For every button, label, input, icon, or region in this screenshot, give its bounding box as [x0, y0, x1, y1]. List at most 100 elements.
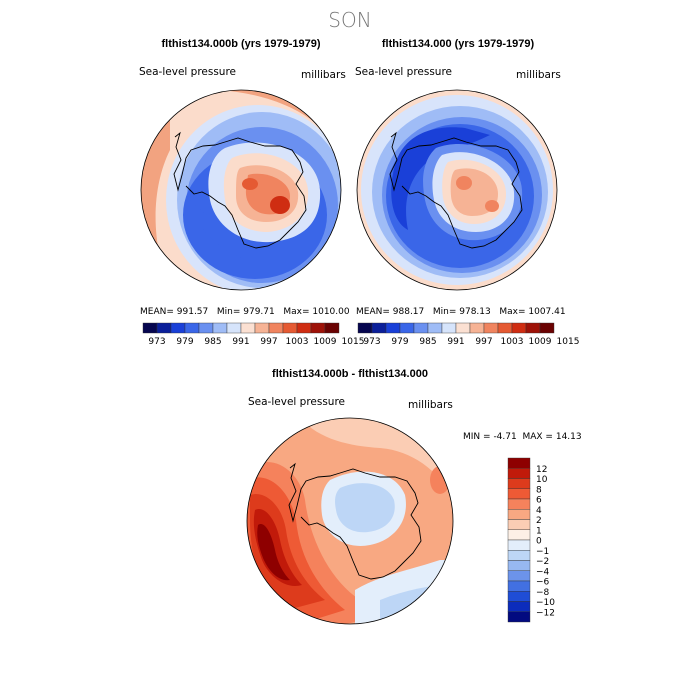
colorbar-1: 973 979 985 991 997 1003 1009 1015	[142, 322, 365, 347]
panel-3-min-label: MIN =	[463, 432, 491, 442]
map-1-field-trough	[190, 200, 311, 265]
panel-3-title: flthist134.000b - flthist134.000	[272, 368, 428, 380]
colorbar-2-tick-label: 1003	[501, 337, 524, 347]
panel-2-variable: Sea-level pressure	[355, 66, 453, 78]
colorbar-1-swatch	[142, 322, 158, 334]
colorbar-3-swatch	[507, 611, 531, 623]
colorbar-2-tick-label: 997	[475, 337, 492, 347]
panel-2-min: 978.13	[459, 307, 491, 317]
map-3-field-negative	[335, 483, 395, 533]
colorbar-3-swatch	[507, 560, 531, 571]
colorbar-3-tick-label: 10	[536, 475, 548, 485]
colorbar-2: 973 979 985 991 997 1003 1009 1015	[357, 322, 580, 347]
colorbar-3-tick-label: −8	[536, 588, 550, 598]
colorbar-1-tick-label: 985	[204, 337, 221, 347]
colorbar-2-swatch	[427, 322, 443, 334]
map-2-field-peak	[485, 200, 499, 212]
colorbar-3-tick-label: 12	[536, 465, 547, 475]
colorbar-2-swatch	[371, 322, 387, 334]
panel-1-mean: 991.57	[176, 307, 209, 317]
colorbar-1-tick-label: 973	[148, 337, 165, 347]
panel-2-max: 1007.41	[528, 307, 566, 317]
colorbar-1-swatch	[324, 322, 340, 334]
colorbar-1-swatch	[226, 322, 242, 334]
colorbar-1-swatch	[296, 322, 312, 334]
colorbar-1-swatch	[156, 322, 172, 334]
panel-1-units: millibars	[301, 69, 346, 81]
colorbar-3-swatch	[507, 519, 531, 530]
colorbar-1-tick-label: 991	[232, 337, 249, 347]
colorbar-1-swatch	[268, 322, 284, 334]
colorbar-3-tick-label: −4	[536, 567, 550, 577]
colorbar-1-swatch	[310, 322, 326, 334]
panel-3-variable: Sea-level pressure	[248, 396, 346, 408]
map-3-border	[246, 417, 454, 625]
colorbar-3-swatch	[507, 498, 531, 510]
map-2-border	[356, 89, 558, 291]
colorbar-3-tick-label: −1	[536, 547, 549, 557]
map-2-field-trough	[391, 127, 490, 230]
colorbar-2-tick-label: 985	[419, 337, 436, 347]
colorbar-2-swatch	[525, 322, 541, 334]
colorbar-3-swatch	[507, 580, 531, 592]
panel-3-units: millibars	[408, 399, 453, 411]
colorbar-3-swatch	[507, 601, 531, 612]
colorbar-3-tick-label: 4	[536, 506, 542, 516]
map-3-field-max	[257, 524, 290, 581]
colorbar-3-swatch	[507, 478, 531, 489]
panel-2-mean: 988.17	[392, 307, 425, 317]
colorbar-3-tick-label: −6	[536, 578, 550, 588]
panel-1-max: 1010.00	[312, 307, 350, 317]
colorbar-2-tick-label: 1015	[557, 337, 580, 347]
map-1-coastline	[173, 131, 307, 249]
colorbar-2-tick-label: 973	[363, 337, 380, 347]
panel-2-mean-label: MEAN=	[356, 307, 390, 317]
map-1-field-peak	[242, 178, 258, 190]
colorbar-2-swatch	[357, 322, 373, 334]
colorbar-1-swatch	[184, 322, 200, 334]
colorbar-1-tick-label: 1003	[286, 337, 309, 347]
colorbar-2-swatch	[469, 322, 485, 334]
colorbar-3-swatch	[507, 509, 531, 520]
panel-2-title: flthist134.000 (yrs 1979-1979)	[381, 38, 535, 50]
panel-2-units: millibars	[516, 69, 561, 81]
colorbar-1-swatch	[282, 322, 298, 334]
panel-1-stats: MEAN= 991.57 Min= 979.71 Max= 1010.00	[140, 307, 350, 317]
colorbar-3-tick-label: 2	[536, 516, 542, 526]
colorbar-3-swatch	[507, 539, 531, 551]
colorbar-2-swatch	[511, 322, 527, 334]
colorbar-1-tick-label: 979	[176, 337, 193, 347]
panel-1-title: flthist134.000b (yrs 1979-1979)	[161, 38, 321, 50]
season-title: SON	[328, 8, 372, 32]
panel-3-min: -4.71	[493, 432, 517, 442]
colorbar-1-tick-label: 1009	[314, 337, 337, 347]
colorbar-3-swatch	[507, 529, 531, 541]
colorbar-2-swatch	[497, 322, 513, 334]
colorbar-3-swatch	[507, 468, 531, 479]
map-2-field-max	[456, 176, 472, 190]
colorbar-1-swatch	[240, 322, 256, 334]
colorbar-1-swatch	[254, 322, 270, 334]
map-2	[357, 90, 557, 290]
colorbar-2-tick-label: 1009	[529, 337, 552, 347]
panel-2-stats: MEAN= 988.17 Min= 978.13 Max= 1007.41	[356, 307, 566, 317]
colorbar-3-tick-label: −2	[536, 557, 549, 567]
colorbar-3-swatch	[507, 591, 531, 602]
panel-2-min-label: Min=	[432, 307, 457, 317]
panel-3-max: 14.13	[555, 432, 582, 442]
colorbar-2-swatch	[385, 322, 401, 334]
colorbar-2-swatch	[399, 322, 415, 334]
colorbar-2-swatch	[483, 322, 499, 334]
colorbar-3-tick-label: 0	[536, 537, 542, 547]
colorbar-1-tick-label: 1015	[342, 337, 365, 347]
panel-1-min-label: Min=	[216, 307, 241, 317]
panel-1-max-label: Max=	[283, 307, 310, 317]
colorbar-3-swatch	[507, 488, 531, 500]
colorbar-3-swatch	[507, 457, 531, 469]
panel-3-stats: MIN = -4.71 MAX = 14.13	[463, 432, 582, 442]
panel-1-variable: Sea-level pressure	[139, 66, 237, 78]
colorbar-3-tick-label: 1	[536, 526, 542, 536]
colorbar-3-swatch	[507, 550, 531, 561]
